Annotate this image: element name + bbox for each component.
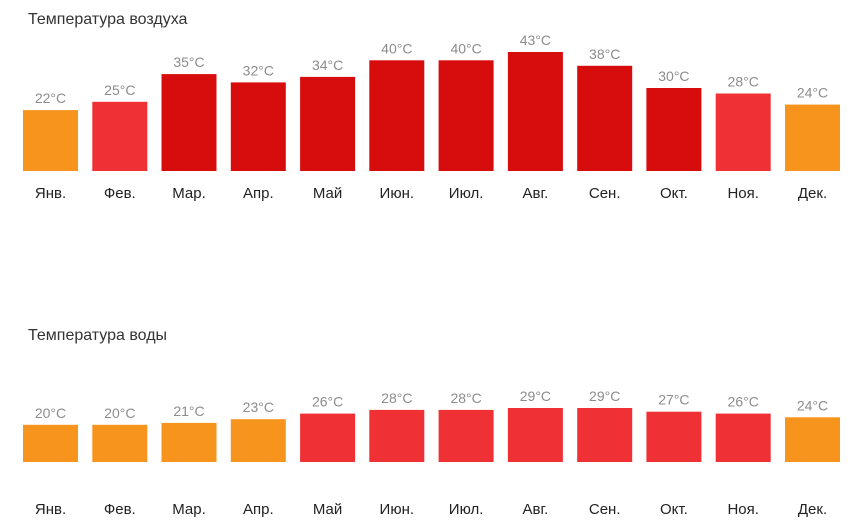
water-value-label-3: 21°C <box>173 403 204 419</box>
air-value-label-10: 30°C <box>658 68 689 84</box>
air-month-label-9: Сен. <box>589 185 621 202</box>
air-bar-8 <box>507 52 563 171</box>
air-month-label-10: Окт. <box>660 185 688 202</box>
water-value-label-5: 26°C <box>312 394 343 410</box>
water-bar-9 <box>577 408 633 462</box>
water-month-label-10: Окт. <box>660 501 688 518</box>
water-bar-8 <box>507 408 563 462</box>
water-bar-2 <box>92 424 148 462</box>
air-month-label-3: Мар. <box>172 185 206 202</box>
water-month-label-2: Фев. <box>104 501 136 518</box>
air-bar-1 <box>23 110 78 171</box>
water-month-label-9: Сен. <box>589 501 621 518</box>
water-value-label-11: 26°C <box>728 394 759 410</box>
water-month-label-8: Авг. <box>523 501 549 518</box>
air-value-label-12: 24°C <box>797 85 828 101</box>
water-value-label-4: 23°C <box>243 399 274 415</box>
water-value-label-2: 20°C <box>104 405 135 421</box>
air-month-label-8: Авг. <box>523 185 549 202</box>
air-month-label-7: Июл. <box>449 185 484 202</box>
water-value-label-10: 27°C <box>658 392 689 408</box>
water-month-label-4: Апр. <box>243 501 274 518</box>
air-value-label-3: 35°C <box>173 54 204 70</box>
air-month-label-4: Апр. <box>243 185 274 202</box>
air-month-label-1: Янв. <box>35 185 66 202</box>
air-temperature-title: Температура воздуха <box>28 11 188 28</box>
water-month-label-5: Май <box>313 501 342 518</box>
water-month-label-1: Янв. <box>35 501 66 518</box>
air-bar-2 <box>92 101 148 171</box>
water-month-label-11: Ноя. <box>727 501 758 518</box>
air-bar-6 <box>369 60 425 171</box>
water-bar-1 <box>23 424 78 462</box>
air-value-label-2: 25°C <box>104 82 135 98</box>
air-bar-9 <box>577 65 633 171</box>
water-bar-4 <box>230 419 286 462</box>
air-bar-10 <box>646 88 702 171</box>
air-value-label-7: 40°C <box>450 40 481 56</box>
water-bar-11 <box>715 413 771 462</box>
air-month-label-2: Фев. <box>104 185 136 202</box>
water-value-label-1: 20°C <box>35 405 66 421</box>
water-temperature-chart: 20°C Янв. 20°C Фев. 21°C Мар. 23°C Апр. 26°C Май 2… <box>23 388 840 518</box>
air-value-label-9: 38°C <box>589 46 620 62</box>
air-month-label-12: Дек. <box>798 185 827 202</box>
water-month-label-12: Дек. <box>798 501 827 518</box>
air-temperature-chart: 22°C Янв. 25°C Фев. 35°C Мар. 32°C Апр. 34°C Май 4… <box>23 32 840 202</box>
water-month-label-7: Июл. <box>449 501 484 518</box>
water-value-label-8: 29°C <box>520 388 551 404</box>
air-value-label-8: 43°C <box>520 32 551 48</box>
water-bar-3 <box>161 422 217 462</box>
air-value-label-5: 34°C <box>312 57 343 73</box>
water-value-label-12: 24°C <box>797 397 828 413</box>
air-bar-7 <box>438 60 494 171</box>
air-bar-4 <box>230 82 286 171</box>
air-value-label-1: 22°C <box>35 90 66 106</box>
air-bar-12 <box>785 104 840 171</box>
water-bar-12 <box>785 417 840 462</box>
water-value-label-7: 28°C <box>450 390 481 406</box>
water-value-label-6: 28°C <box>381 390 412 406</box>
water-temperature-title: Температура воды <box>28 327 167 344</box>
water-month-label-3: Мар. <box>172 501 206 518</box>
air-month-label-6: Июн. <box>380 185 414 202</box>
air-month-label-11: Ноя. <box>727 185 758 202</box>
water-value-label-9: 29°C <box>589 388 620 404</box>
air-bar-3 <box>161 74 217 171</box>
water-month-label-6: Июн. <box>380 501 414 518</box>
water-bar-10 <box>646 411 702 462</box>
air-bar-5 <box>300 76 356 171</box>
air-month-label-5: Май <box>313 185 342 202</box>
air-value-label-4: 32°C <box>243 62 274 78</box>
water-bar-6 <box>369 409 425 462</box>
water-bar-7 <box>438 409 494 462</box>
water-bar-5 <box>300 413 356 462</box>
air-value-label-11: 28°C <box>728 74 759 90</box>
air-bar-11 <box>715 93 771 171</box>
air-value-label-6: 40°C <box>381 40 412 56</box>
